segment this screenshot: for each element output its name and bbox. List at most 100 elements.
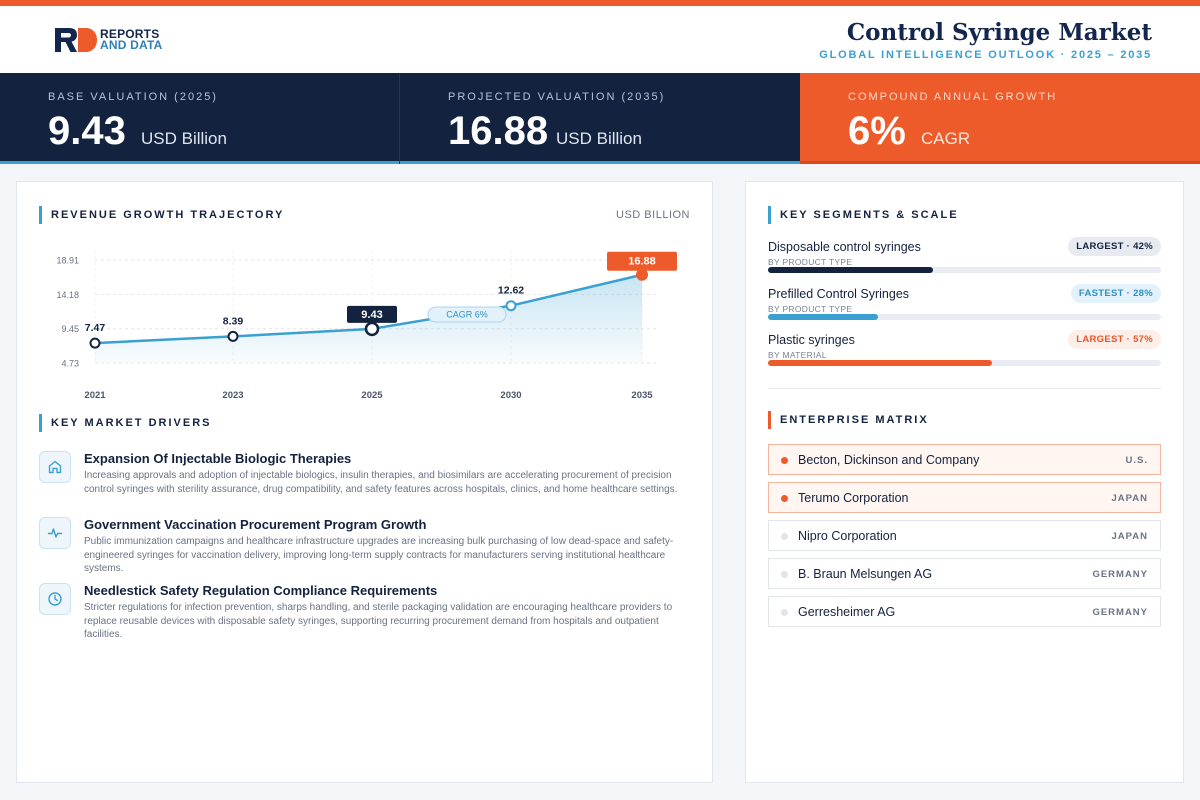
section-accent [39, 206, 42, 224]
data-point [89, 337, 101, 349]
drivers-section-title: KEY MARKET DRIVERS [39, 414, 212, 432]
section-title-text: REVENUE GROWTH TRAJECTORY [51, 209, 285, 221]
data-label: 7.47 [85, 322, 106, 334]
section-title-text: KEY SEGMENTS & SCALE [780, 209, 959, 221]
enterprise-row[interactable]: Nipro Corporation JAPAN [768, 520, 1161, 551]
section-accent [768, 206, 771, 224]
driver-description: Stricter regulations for infection preve… [84, 602, 673, 640]
logo-line-2: AND DATA [100, 38, 163, 52]
data-point [505, 300, 517, 312]
header: REPORTS AND DATA Control Syringe Market … [0, 6, 1200, 73]
segment-category: BY PRODUCT TYPE [768, 304, 853, 314]
page-subtitle: GLOBAL INTELLIGENCE OUTLOOK · 2025 – 203… [819, 49, 1152, 61]
enterprise-country: JAPAN [1111, 493, 1148, 504]
kpi-base-valuation: BASE VALUATION (2025) 9.43 USD Billion [0, 73, 400, 164]
segment-bar-fill [768, 360, 992, 366]
segment-bar-track [768, 360, 1161, 366]
brand-logo[interactable]: REPORTS AND DATA [55, 28, 162, 52]
enterprise-row[interactable]: Becton, Dickinson and Company U.S. [768, 444, 1161, 475]
section-title-text: KEY MARKET DRIVERS [51, 417, 212, 429]
kpi-cagr: COMPOUND ANNUAL GROWTH 6% CAGR [800, 73, 1200, 164]
chart-unit-label: USD BILLION [616, 209, 690, 221]
kpi-value: 6% [848, 109, 906, 153]
driver-title: Government Vaccination Procurement Progr… [84, 517, 427, 532]
segment-name: Prefilled Control Syringes [768, 287, 910, 301]
y-tick-label: 14.18 [56, 290, 79, 300]
pulse-icon [39, 517, 71, 549]
segment-name: Plastic syringes [768, 333, 855, 347]
enterprise-row[interactable]: Gerresheimer AG GERMANY [768, 596, 1161, 627]
segment-bar-fill [768, 267, 934, 273]
data-label: 8.39 [223, 315, 244, 327]
kpi-unit: USD Billion [141, 129, 227, 148]
driver-description: Increasing approvals and adoption of inj… [84, 470, 678, 495]
kpi-label: COMPOUND ANNUAL GROWTH [848, 91, 1058, 103]
kpi-unit: USD Billion [556, 129, 642, 148]
kpi-accent-line [400, 161, 800, 164]
data-label: 12.62 [498, 285, 524, 297]
status-dot [781, 609, 788, 616]
y-tick-label: 4.73 [61, 359, 79, 369]
y-tick-label: 9.45 [61, 324, 79, 334]
section-title-text: ENTERPRISE MATRIX [780, 414, 929, 426]
x-tick-label: 2023 [222, 390, 243, 401]
data-point [636, 268, 648, 281]
section-accent [768, 411, 771, 429]
kpi-accent-line [800, 161, 1200, 164]
enterprise-country: JAPAN [1111, 531, 1148, 542]
clock-icon [39, 583, 71, 615]
logo-text: REPORTS AND DATA [100, 27, 163, 52]
status-dot [781, 533, 788, 540]
data-label-badge [347, 305, 397, 323]
enterprise-row[interactable]: B. Braun Melsungen AG GERMANY [768, 558, 1161, 589]
data-label: 9.43 [361, 309, 382, 321]
segments-section-title: KEY SEGMENTS & SCALE [768, 206, 959, 224]
segment-badge: LARGEST · 42% [1068, 237, 1161, 256]
enterprise-section-title: ENTERPRISE MATRIX [768, 411, 929, 429]
revenue-chart: 18.91 14.18 9.45 4.73 CAGR 6% 7.47 2021 8.39 202… [56, 250, 677, 401]
x-tick-label: 2021 [84, 390, 106, 401]
data-label-badge [607, 251, 677, 271]
driver-description: Public immunization campaigns and health… [84, 536, 674, 574]
cagr-badge-label: CAGR 6% [446, 310, 488, 320]
enterprise-name: B. Braun Melsungen AG [798, 567, 933, 581]
enterprise-country: GERMANY [1092, 607, 1148, 618]
enterprise-name: Nipro Corporation [798, 529, 897, 543]
kpi-value: 16.88 [448, 109, 549, 153]
kpi-value: 9.43 [48, 109, 126, 153]
section-accent [39, 414, 42, 432]
building-icon [39, 451, 71, 483]
enterprise-country: GERMANY [1092, 569, 1148, 580]
section-divider [768, 388, 1161, 389]
x-tick-label: 2030 [500, 390, 521, 401]
kpi-label: BASE VALUATION (2025) [48, 91, 218, 103]
left-panel: REVENUE GROWTH TRAJECTORY USD BILLION 18… [16, 181, 713, 783]
driver-title: Expansion Of Injectable Biologic Therapi… [84, 451, 352, 466]
chart-section-title: REVENUE GROWTH TRAJECTORY [39, 206, 285, 224]
y-tick-label: 18.91 [56, 256, 79, 266]
enterprise-name: Becton, Dickinson and Company [798, 453, 980, 467]
enterprise-name: Gerresheimer AG [798, 605, 896, 619]
kpi-unit: CAGR [921, 129, 971, 148]
segment-badge: FASTEST · 28% [1070, 284, 1161, 303]
data-label: 16.88 [628, 256, 656, 268]
kpi-projected-valuation: PROJECTED VALUATION (2035) 16.88 USD Bil… [400, 73, 800, 164]
x-tick-label: 2025 [361, 390, 383, 401]
enterprise-country: U.S. [1125, 455, 1148, 466]
logo-line-1: REPORTS [100, 27, 160, 41]
status-dot [781, 457, 788, 464]
enterprise-row[interactable]: Terumo Corporation JAPAN [768, 482, 1161, 513]
segment-bar-fill [768, 314, 879, 320]
enterprise-name: Terumo Corporation [798, 491, 909, 505]
logo-mark-icon [55, 28, 97, 52]
top-accent-bar [0, 0, 1200, 6]
page-title: Control Syringe Market [846, 19, 1152, 46]
kpi-strip: BASE VALUATION (2025) 9.43 USD Billion P… [0, 73, 1200, 164]
kpi-accent-line [0, 161, 399, 164]
segment-bar-track [768, 267, 1161, 273]
kpi-label: PROJECTED VALUATION (2035) [448, 91, 666, 103]
data-point [227, 330, 239, 342]
data-point [364, 321, 380, 337]
segment-category: BY PRODUCT TYPE [768, 257, 853, 267]
status-dot [781, 495, 788, 502]
